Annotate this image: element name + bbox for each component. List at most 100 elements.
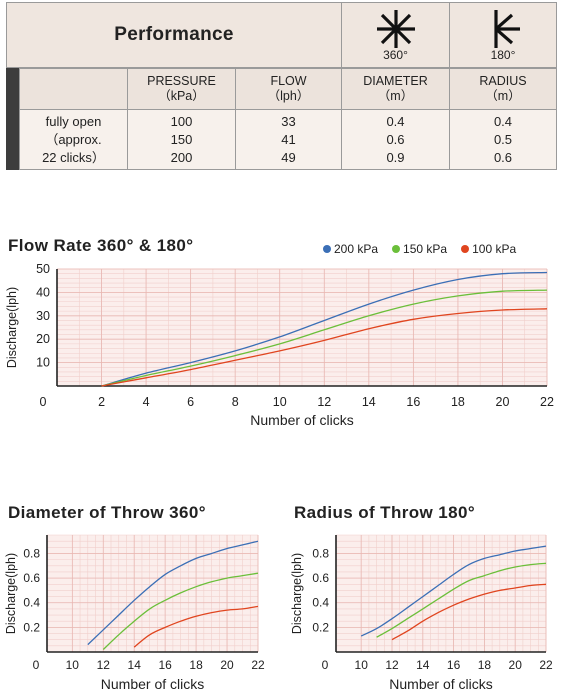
header-diameter-unit: （m） [377,89,414,103]
x-tick-label: 10 [66,658,80,672]
x-tick-label: 18 [189,658,203,672]
header-flow-unit: （lph） [267,89,310,103]
y-tick-label: 40 [36,285,50,299]
y-tick-label: 10 [36,356,50,370]
x-axis-label: Number of clicks [101,676,204,692]
x-tick-label: 0 [40,395,47,409]
series-line-2 [376,562,547,638]
legend-item: 100 kPa [461,242,516,256]
series-line-1 [87,540,259,646]
y-tick-label: 0.8 [23,546,40,560]
header-radius-unit: （m） [485,89,521,103]
radius-throw-chart: 0 10 12 14 16 18 20 22 0.2 0.4 0.6 0.8 Number of cli… [290,534,553,692]
sprinkler-360-icon [376,10,415,48]
table-cell: 0.5 [493,131,513,147]
x-tick-label: 8 [232,395,239,409]
x-tick-label: 0 [322,658,329,672]
x-axis-label: Number of clicks [250,412,353,428]
grid-major [47,535,259,652]
flow-chart-title: Flow Rate 360° & 180° [8,236,194,255]
header-blank-cell [19,68,128,110]
table-title-cell: Performance [6,2,342,68]
x-tick-label: 18 [478,658,492,672]
y-tick-label: 0.4 [312,596,329,610]
y-axis-label: Discharge(lph) [5,287,19,368]
x-tick-label: 2 [98,395,105,409]
performance-table: Performance 360° 180° PRESSURE （kPa [6,2,557,170]
x-tick-label: 20 [509,658,523,672]
series-line-1 [360,545,547,637]
flow-rate-chart: 0 2 4 6 8 10 12 14 16 18 20 22 10 20 30 40 50 Number of c… [5,262,554,428]
table-cell: 0.9 [386,149,405,165]
legend-label: 100 kPa [472,242,517,256]
x-tick-label: 20 [220,658,234,672]
x-tick-label: 12 [97,658,111,672]
series-line-2 [101,289,548,387]
legend-label: 200 kPa [334,242,379,256]
header-diameter-name: DIAMETER [363,74,428,88]
icon-360-label: 360° [383,48,408,62]
table-cell: 33 [281,113,296,129]
series-line-3 [101,308,548,387]
x-tick-label: 12 [385,658,399,672]
y-tick-label: 0.6 [312,571,329,585]
header-pressure: PRESSURE （kPa） [127,68,236,110]
x-tick-label: 14 [362,395,376,409]
flow-values: 33 41 49 [235,109,342,170]
plot-background [336,535,546,652]
sprinkler-180-icon [494,10,520,48]
table-cell: 100 [170,113,193,129]
icon-180-cell: 180° [449,2,557,68]
grid-major [56,268,548,386]
x-tick-label: 22 [539,658,553,672]
x-tick-label: 14 [128,658,142,672]
header-radius-name: RADIUS [479,74,527,88]
diameter-chart-title: Diameter of Throw 360° [8,503,206,522]
legend-label: 150 kPa [403,242,448,256]
x-tick-label: 10 [273,395,287,409]
header-pressure-unit: （kPa） [158,89,205,103]
y-tick-label: 0.6 [23,571,40,585]
x-tick-label: 22 [251,658,265,672]
row-label-1: fully open [45,113,102,129]
y-tick-label: 30 [36,309,50,323]
x-tick-label: 10 [355,658,369,672]
x-tick-label: 14 [416,658,430,672]
x-tick-label: 16 [406,395,420,409]
x-tick-label: 4 [143,395,150,409]
header-flow: FLOW （lph） [235,68,342,110]
x-tick-label: 20 [496,395,510,409]
table-title: Performance [114,24,234,45]
diameter-values: 0.4 0.6 0.9 [341,109,450,170]
legend-item: 150 kPa [392,242,447,256]
table-cell: 0.4 [386,113,405,129]
y-tick-label: 0.2 [312,620,329,634]
row-label-2: （approx. [45,131,102,147]
diameter-throw-chart: 0 10 12 14 16 18 20 22 0.2 0.4 0.6 0.8 Number of cli… [4,534,265,692]
y-tick-label: 0.4 [23,596,40,610]
x-tick-label: 6 [187,395,194,409]
x-tick-label: 0 [33,658,40,672]
x-tick-label: 12 [317,395,331,409]
x-tick-label: 18 [451,395,465,409]
series-line-2 [102,572,259,650]
series-line-1 [101,271,548,387]
flow-chart-legend: 200 kPa 150 kPa 100 kPa [323,242,516,256]
header-radius: RADIUS （m） [449,68,557,110]
series-line-3 [133,605,259,648]
y-tick-label: 0.8 [312,546,329,560]
table-side-bar [6,68,20,170]
table-cell: 0.6 [493,149,513,165]
table-cell: 200 [170,149,193,165]
y-tick-label: 0.2 [23,620,40,634]
icon-180-label: 180° [490,48,516,62]
y-tick-label: 50 [36,262,50,276]
icon-360-cell: 360° [341,2,450,68]
plot-background [47,535,258,652]
x-tick-label: 16 [447,658,461,672]
grid-major [336,535,547,652]
legend-item: 200 kPa [323,242,378,256]
table-cell: 150 [170,131,193,147]
x-tick-label: 16 [158,658,172,672]
table-cell: 0.6 [386,131,405,147]
